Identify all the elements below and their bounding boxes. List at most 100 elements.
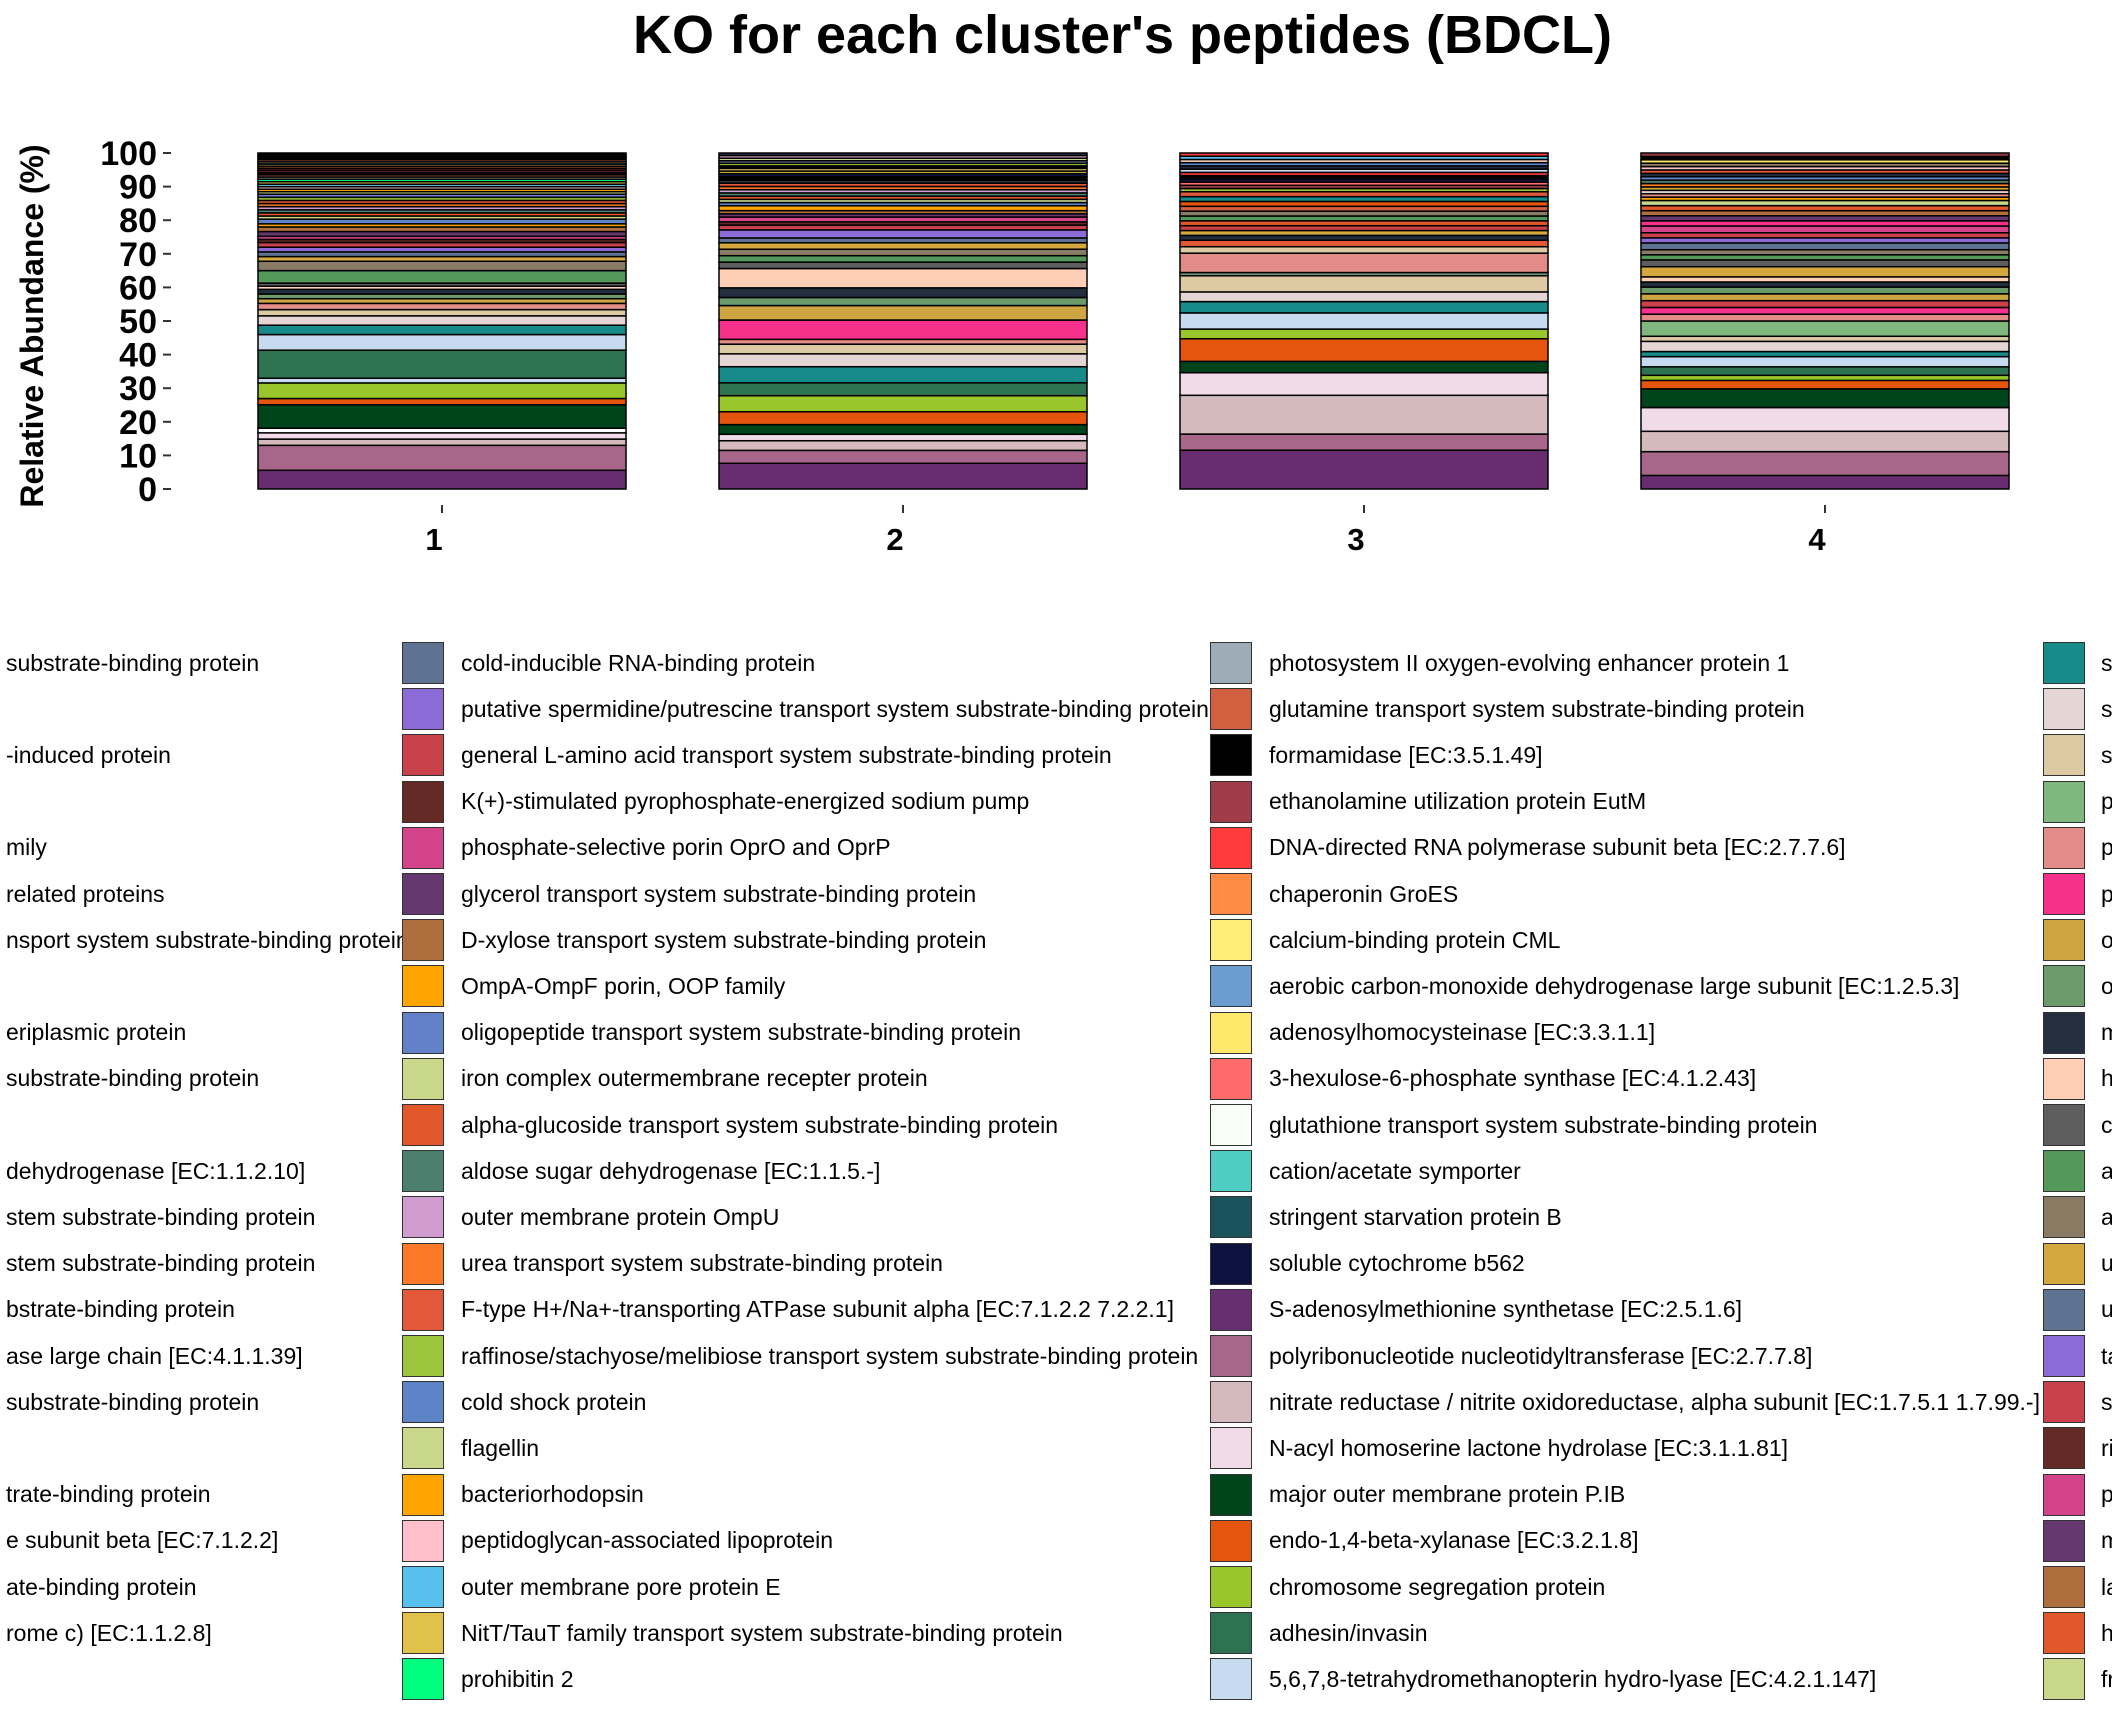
legend-entry-label: K(+)-stimulated pyrophosphate-energized …	[461, 788, 1030, 815]
legend-entry: o	[2101, 917, 2112, 963]
y-tick-label: 100	[100, 135, 157, 173]
legend-entry-label: cold shock protein	[461, 1388, 647, 1415]
legend-entry-label: flagellin	[461, 1434, 539, 1461]
legend-entry: ta	[2101, 1333, 2112, 1379]
legend-entry-label: ethanolamine utilization protein EutM	[1269, 788, 1647, 815]
legend-entry: s	[2101, 640, 2112, 686]
legend-entry: 5,6,7,8-tetrahydromethanopterin hydro-ly…	[1269, 1656, 1876, 1702]
legend-swatch	[402, 642, 444, 684]
y-tick-label: 0	[138, 471, 157, 509]
legend-entry-label: iron complex outermembrane recepter prot…	[461, 1065, 928, 1092]
y-tick-label: 50	[119, 303, 157, 341]
legend-swatch	[402, 1612, 444, 1655]
legend-entry-label: h	[2101, 1065, 2112, 1092]
legend-entry-label: ta	[2101, 1342, 2112, 1369]
legend-swatch	[402, 965, 444, 1008]
legend-swatch	[1210, 1473, 1252, 1516]
legend-entry: -induced protein	[6, 732, 171, 778]
legend-entry: D-xylose transport system substrate-bind…	[461, 917, 986, 963]
legend-entry-label: polyribonucleotide nucleotidyltransferas…	[1269, 1342, 1813, 1369]
legend-swatch	[402, 1288, 444, 1331]
legend-entry-label: substrate-binding protein	[6, 649, 260, 676]
legend-entry: fr	[2101, 1656, 2112, 1702]
legend-entry: trate-binding protein	[6, 1472, 211, 1518]
legend-entry-label: glycerol transport system substrate-bind…	[461, 880, 977, 907]
legend-swatch	[2043, 965, 2085, 1008]
legend-entry-label: nitrate reductase / nitrite oxidoreducta…	[1269, 1388, 2040, 1415]
legend-entry-label: photosystem II oxygen-evolving enhancer …	[1269, 649, 1790, 676]
legend-entry: urea transport system substrate-binding …	[461, 1241, 943, 1287]
legend-swatch	[402, 780, 444, 823]
legend-entry: m	[2101, 1518, 2112, 1564]
legend-entry: calcium-binding protein CML	[1269, 917, 1560, 963]
legend-entry: ethanolamine utilization protein EutM	[1269, 779, 1646, 825]
legend-entry: adenosylhomocysteinase [EC:3.3.1.1]	[1269, 1010, 1655, 1056]
legend-entry-label: endo-1,4-beta-xylanase [EC:3.2.1.8]	[1269, 1527, 1639, 1554]
legend-entry: nsport system substrate-binding protein	[6, 917, 409, 963]
legend-entry-label: o	[2101, 926, 2112, 953]
legend-entry-label: stem substrate-binding protein	[6, 1250, 316, 1277]
legend-swatch	[2043, 1011, 2085, 1054]
legend-entry-label: D-xylose transport system substrate-bind…	[461, 926, 987, 953]
legend-entry: glutamine transport system substrate-bin…	[1269, 686, 1805, 732]
y-tick-label: 20	[119, 404, 157, 442]
legend-entry-label: cold-inducible RNA-binding protein	[461, 649, 816, 676]
legend-entry: endo-1,4-beta-xylanase [EC:3.2.1.8]	[1269, 1518, 1639, 1564]
legend-entry: K(+)-stimulated pyrophosphate-energized …	[461, 779, 1029, 825]
legend-swatch	[2043, 1566, 2085, 1608]
legend-entry-label: calcium-binding protein CML	[1269, 926, 1561, 953]
legend-entry: NitT/TauT family transport system substr…	[461, 1610, 1063, 1656]
legend-swatch	[402, 1196, 444, 1239]
legend-swatch	[402, 1473, 444, 1516]
legend-entry-label: trate-binding protein	[6, 1481, 211, 1508]
y-tick-label: 10	[119, 437, 157, 475]
legend-entry-label: substrate-binding protein	[6, 1065, 260, 1092]
legend-entry-label: p	[2101, 834, 2112, 861]
legend-entry: peptidoglycan-associated lipoprotein	[461, 1518, 833, 1564]
legend-swatch	[1210, 1104, 1252, 1146]
legend-entry: p	[2101, 871, 2112, 917]
legend-entry-label: p	[2101, 788, 2112, 815]
legend-entry: aerobic carbon-monoxide dehydrogenase la…	[1269, 963, 1959, 1009]
legend-swatch	[1210, 873, 1252, 915]
legend-entry: s	[2101, 732, 2112, 778]
bar-segment	[718, 152, 1088, 157]
legend-swatch	[2043, 780, 2085, 823]
legend-entry: substrate-binding protein	[6, 1056, 259, 1102]
legend-entry-label: chaperonin GroES	[1269, 880, 1459, 907]
legend-entry-label: a	[2101, 1203, 2112, 1230]
legend-swatch	[2043, 1473, 2085, 1516]
legend-entry: a	[2101, 1194, 2112, 1240]
legend-entry: OmpA-OmpF porin, OOP family	[461, 963, 785, 1009]
legend-entry-label: ate-binding protein	[6, 1573, 197, 1600]
legend-swatch	[2043, 1658, 2085, 1701]
legend-entry-label: s	[2101, 649, 2112, 676]
legend-swatch	[1210, 1057, 1252, 1100]
legend-swatch	[1210, 642, 1252, 684]
legend-entry: la	[2101, 1564, 2112, 1610]
legend-entry: dehydrogenase [EC:1.1.2.10]	[6, 1148, 305, 1194]
chart-title: KO for each cluster's peptides (BDCL)	[632, 5, 1612, 65]
legend-entry-label: e subunit beta [EC:7.1.2.2]	[6, 1527, 279, 1554]
legend-entry: stem substrate-binding protein	[6, 1194, 315, 1240]
stacked-bars	[257, 152, 2010, 490]
bar-2	[718, 152, 1088, 490]
legend-entry: s	[2101, 686, 2112, 732]
legend-swatch	[2043, 1288, 2085, 1331]
legend-entry-label: la	[2101, 1573, 2112, 1600]
legend-entry: a	[2101, 1148, 2112, 1194]
legend-entry-label: DNA-directed RNA polymerase subunit beta…	[1269, 834, 1846, 861]
legend-swatch	[402, 873, 444, 915]
legend-swatch	[402, 1519, 444, 1562]
legend-swatch	[402, 1057, 444, 1100]
legend-swatch	[2043, 642, 2085, 684]
legend-swatch	[402, 1335, 444, 1377]
legend-swatch	[1210, 1658, 1252, 1701]
legend-entry: stringent starvation protein B	[1269, 1194, 1562, 1240]
legend-entry-label: aerobic carbon-monoxide dehydrogenase la…	[1269, 972, 1960, 999]
legend-entry: putative spermidine/putrescine transport…	[461, 686, 1209, 732]
bar-segment	[1179, 152, 1549, 157]
y-tick-label: 60	[119, 269, 157, 307]
legend-entry-label: s	[2101, 695, 2112, 722]
legend-entry-label: N-acyl homoserine lactone hydrolase [EC:…	[1269, 1434, 1789, 1461]
